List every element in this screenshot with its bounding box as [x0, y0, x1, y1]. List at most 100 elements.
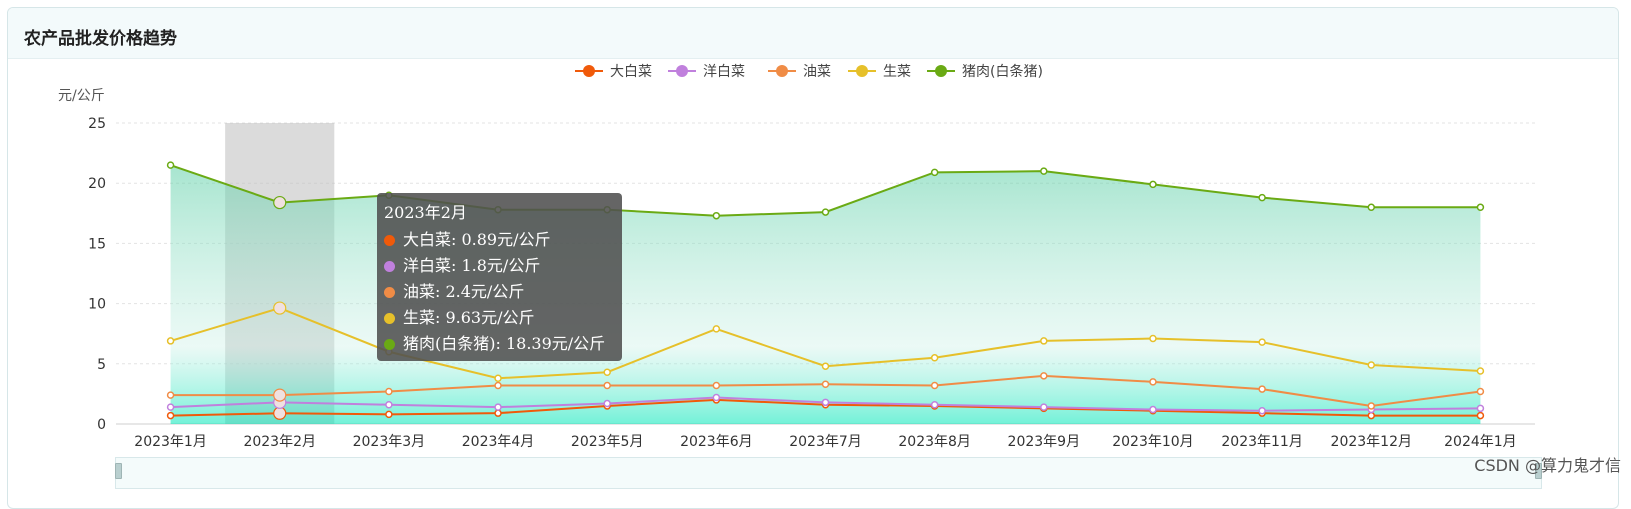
data-point[interactable]	[494, 381, 502, 390]
x-tick-label: 2023年5月	[571, 434, 644, 450]
data-point[interactable]	[821, 362, 830, 370]
y-tick-label: 15	[88, 236, 106, 252]
data-point[interactable]	[1040, 372, 1048, 380]
data-point[interactable]	[1149, 180, 1157, 189]
data-point[interactable]	[1040, 403, 1048, 411]
tooltip-title: 2023年2月	[384, 203, 467, 222]
y-tick-label: 0	[97, 417, 106, 433]
data-point[interactable]	[385, 410, 393, 419]
y-tick-label: 5	[97, 357, 106, 373]
y-tick-label: 25	[88, 116, 106, 132]
data-point[interactable]	[385, 387, 393, 396]
legend-label: 大白菜	[610, 64, 652, 80]
legend-marker	[776, 65, 788, 77]
data-point[interactable]	[1149, 334, 1157, 343]
data-point[interactable]	[1476, 367, 1485, 375]
legend-label: 生菜	[883, 64, 911, 80]
data-point[interactable]	[712, 211, 721, 220]
legend-label: 猪肉(白条猪)	[962, 63, 1043, 80]
data-point[interactable]	[273, 195, 287, 210]
zoom-handle-right[interactable]	[1535, 463, 1542, 479]
y-axis-label: 元/公斤	[58, 88, 105, 104]
data-point[interactable]	[166, 337, 175, 345]
chart-tooltip: 2023年2月 大白菜: 0.89元/公斤 洋白菜: 1.8元/公斤 油菜: 2.4…	[377, 193, 622, 361]
tooltip-row-text: 油菜: 2.4元/公斤	[403, 282, 525, 301]
data-point[interactable]	[385, 400, 393, 409]
data-point[interactable]	[712, 325, 721, 333]
x-tick-label: 2023年10月	[1112, 434, 1193, 450]
x-tick-label: 2023年2月	[243, 434, 316, 450]
zoom-handle-left[interactable]	[115, 463, 122, 479]
data-point[interactable]	[1258, 193, 1266, 202]
x-tick-label: 2023年1月	[134, 434, 207, 450]
data-point[interactable]	[273, 406, 287, 420]
data-point[interactable]	[1367, 361, 1376, 369]
data-point[interactable]	[1367, 411, 1376, 420]
data-point[interactable]	[930, 354, 939, 362]
data-point[interactable]	[1149, 405, 1157, 414]
legend-marker	[856, 65, 868, 77]
data-point[interactable]	[1367, 402, 1376, 410]
data-point[interactable]	[166, 161, 175, 169]
data-point[interactable]	[712, 381, 721, 390]
x-tick-label: 2023年12月	[1331, 434, 1412, 450]
data-point[interactable]	[1258, 407, 1266, 415]
data-point[interactable]	[273, 388, 287, 402]
data-point[interactable]	[1476, 203, 1485, 212]
x-tick-label: 2023年11月	[1221, 434, 1302, 450]
y-tick-label: 10	[88, 297, 106, 313]
data-point[interactable]	[821, 380, 830, 389]
legend-label: 油菜	[803, 64, 831, 80]
data-point[interactable]	[712, 393, 721, 402]
y-tick-label: 20	[88, 176, 106, 192]
x-tick-label: 2023年4月	[462, 434, 535, 450]
data-point[interactable]	[494, 409, 502, 417]
legend-label: 洋白菜	[703, 64, 745, 80]
zoom-slider-track[interactable]	[115, 457, 1542, 489]
data-point[interactable]	[1258, 338, 1266, 346]
data-point[interactable]	[1367, 203, 1376, 212]
x-tick-label: 2023年3月	[353, 434, 426, 450]
data-point[interactable]	[1040, 337, 1048, 345]
data-point[interactable]	[1476, 411, 1485, 420]
tooltip-row: 猪肉(白条猪): 18.39元/公斤	[384, 331, 622, 357]
data-point[interactable]	[273, 301, 287, 315]
data-point[interactable]	[1476, 387, 1485, 396]
data-point[interactable]	[821, 398, 830, 407]
legend-item[interactable]: 生菜	[848, 64, 911, 80]
data-point[interactable]	[1258, 385, 1266, 393]
legend-item[interactable]: 猪肉(白条猪)	[927, 63, 1043, 80]
series-2	[166, 372, 1485, 410]
tooltip-row-text: 洋白菜: 1.8元/公斤	[403, 256, 541, 275]
price-trend-chart: 0 5 10 15 20 25 2023年1月 2023年2月 2023年3月 2023年4月 20…	[58, 63, 1535, 450]
card-header: 农产品批发价格趋势	[8, 8, 1618, 59]
data-point[interactable]	[603, 381, 611, 390]
x-tick-label: 2023年7月	[789, 434, 862, 450]
data-point[interactable]	[603, 399, 611, 408]
tooltip-row-text: 生菜: 9.63元/公斤	[403, 308, 535, 327]
data-point[interactable]	[1040, 167, 1048, 175]
legend-item[interactable]: 大白菜	[575, 64, 652, 80]
data-point[interactable]	[494, 403, 502, 411]
tooltip-row: 大白菜: 0.89元/公斤	[384, 227, 622, 253]
legend-item[interactable]: 油菜	[768, 64, 831, 80]
legend-marker	[676, 65, 688, 77]
data-point[interactable]	[930, 400, 939, 409]
legend-marker	[583, 65, 595, 77]
data-point[interactable]	[166, 391, 175, 399]
data-point[interactable]	[930, 168, 939, 177]
data-point[interactable]	[1476, 404, 1485, 413]
card-title: 农产品批发价格趋势	[24, 29, 177, 49]
data-point[interactable]	[821, 208, 830, 216]
x-tick-label: 2023年9月	[1008, 434, 1081, 450]
tooltip-row: 洋白菜: 1.8元/公斤	[384, 253, 622, 279]
legend-item[interactable]: 洋白菜	[668, 64, 745, 80]
data-point[interactable]	[603, 368, 611, 376]
data-point[interactable]	[1149, 378, 1157, 386]
data-point[interactable]	[166, 411, 175, 420]
data-point[interactable]	[494, 374, 502, 382]
tooltip-row-text: 大白菜: 0.89元/公斤	[403, 230, 551, 249]
data-point[interactable]	[930, 381, 939, 390]
tooltip-row: 油菜: 2.4元/公斤	[384, 279, 622, 305]
data-point[interactable]	[166, 403, 175, 411]
